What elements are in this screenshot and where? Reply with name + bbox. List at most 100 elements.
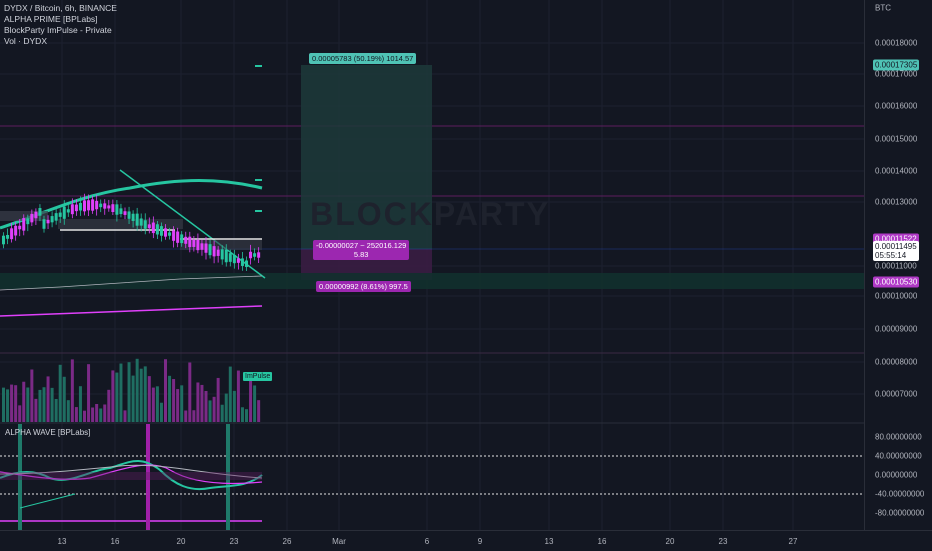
current-price-tag: 0.00011522 xyxy=(873,233,919,245)
candle xyxy=(26,218,30,225)
candle xyxy=(240,258,244,266)
candle xyxy=(159,226,163,236)
candle xyxy=(14,225,18,236)
osc-wave xyxy=(0,460,263,490)
zone xyxy=(180,240,262,250)
time-tick: 16 xyxy=(110,537,120,546)
candle xyxy=(95,200,99,210)
candle xyxy=(50,216,54,223)
volume-bar xyxy=(107,389,111,422)
candle xyxy=(184,236,188,244)
volume-bar xyxy=(74,407,78,422)
volume-bar xyxy=(99,408,103,422)
candle xyxy=(66,209,70,213)
volume-bar xyxy=(164,359,167,422)
impulse-signal-tag: ImPulse xyxy=(243,372,273,381)
candle xyxy=(212,246,216,257)
candle xyxy=(30,213,34,223)
price-tick: 0.00009000 xyxy=(875,324,918,334)
trend-line[interactable] xyxy=(119,169,266,279)
volume-bar xyxy=(22,381,26,422)
volume-bar xyxy=(176,389,180,422)
volume-bar xyxy=(249,378,253,422)
symbol-title[interactable]: DYDX / Bitcoin, 6h, BINANCE xyxy=(4,3,117,13)
candle xyxy=(115,204,119,215)
candle xyxy=(127,211,131,219)
candle xyxy=(200,243,204,250)
osc-signal-bar xyxy=(226,424,230,530)
candle xyxy=(257,252,261,258)
volume-bar xyxy=(236,370,240,422)
volume-bar xyxy=(83,410,86,422)
time-tick: 13 xyxy=(544,537,554,546)
volume-bar xyxy=(224,393,228,422)
price-tick: 0.00015000 xyxy=(875,134,918,144)
volume-bar xyxy=(208,400,212,422)
volume-bar xyxy=(184,410,188,422)
candle xyxy=(168,232,172,236)
center-line2: 5.83 xyxy=(353,250,369,259)
osc-tick: -80.00000000 xyxy=(875,508,925,518)
price-tick: 0.00011000 xyxy=(875,261,917,271)
volume-bar xyxy=(127,362,131,422)
candle xyxy=(208,244,212,256)
volume-bar xyxy=(212,396,216,422)
time-tick: 23 xyxy=(229,537,239,546)
legend: DYDX / Bitcoin, 6h, BINANCE ALPHA PRIME … xyxy=(4,3,117,47)
oscillator-title[interactable]: ALPHA WAVE [BPLabs] xyxy=(5,428,91,437)
volume-bar xyxy=(192,410,196,422)
volume-bar xyxy=(180,385,184,422)
osc-trend xyxy=(19,493,76,509)
volume-bar xyxy=(6,389,10,422)
time-tick: 9 xyxy=(477,537,483,546)
volume-bar xyxy=(18,405,22,422)
volume-bar xyxy=(38,389,42,422)
candle xyxy=(91,199,95,211)
candle xyxy=(143,220,147,229)
time-tick: 23 xyxy=(718,537,728,546)
price-tick: 0.00010000 xyxy=(875,291,918,301)
price-axis[interactable]: BTC 0.00018000 0.00017305 0.00017000 0.0… xyxy=(864,0,932,530)
osc-signal-bar xyxy=(18,424,22,530)
time-tick: 20 xyxy=(665,537,675,546)
time-tick: 20 xyxy=(176,537,186,546)
time-tick: 13 xyxy=(57,537,67,546)
candle xyxy=(220,249,224,260)
price-tick: 0.00014000 xyxy=(875,166,918,176)
candle xyxy=(176,231,180,243)
candle xyxy=(18,225,22,230)
candle xyxy=(119,208,123,215)
indicator-label[interactable]: BlockParty ImPulse - Private xyxy=(4,25,112,35)
candle xyxy=(236,258,240,263)
price-tick: 0.00007000 xyxy=(875,389,918,399)
time-axis[interactable]: 13 16 20 23 26 Mar 6 9 13 16 20 23 27 xyxy=(0,530,932,551)
indicator-label[interactable]: ALPHA PRIME [BPLabs] xyxy=(4,14,98,24)
target-label[interactable]: 0.00005783 (50.19%) 1014.57 xyxy=(309,53,417,64)
support-zone xyxy=(0,273,864,289)
profit-zone[interactable] xyxy=(301,65,432,249)
stop-label[interactable]: 0.00000992 (8.61%) 997.5 xyxy=(316,281,411,292)
candle xyxy=(103,203,107,209)
candle xyxy=(62,206,66,219)
candle xyxy=(2,235,5,245)
osc-tick: 40.00000000 xyxy=(875,451,922,461)
volume-bar xyxy=(50,387,54,422)
volume-bar xyxy=(172,379,176,422)
lower-band xyxy=(0,305,263,317)
last-price: 0.00011495 xyxy=(875,242,917,251)
risk-reward-label[interactable]: -0.00000027 ~ 252016.129 5.83 xyxy=(313,240,410,260)
candle xyxy=(10,228,14,240)
volume-bar xyxy=(87,364,91,422)
indicator-label[interactable]: Vol · DYDX xyxy=(4,36,47,46)
osc-tick: -40.00000000 xyxy=(875,489,925,499)
candle xyxy=(83,200,86,212)
candle xyxy=(22,218,26,231)
candle xyxy=(87,200,91,211)
volume-bar xyxy=(151,387,155,422)
volume-bar xyxy=(91,407,95,422)
zone xyxy=(58,219,183,229)
volume-bar xyxy=(34,398,38,422)
volume-bar xyxy=(10,384,14,422)
volume-bar xyxy=(42,387,46,422)
